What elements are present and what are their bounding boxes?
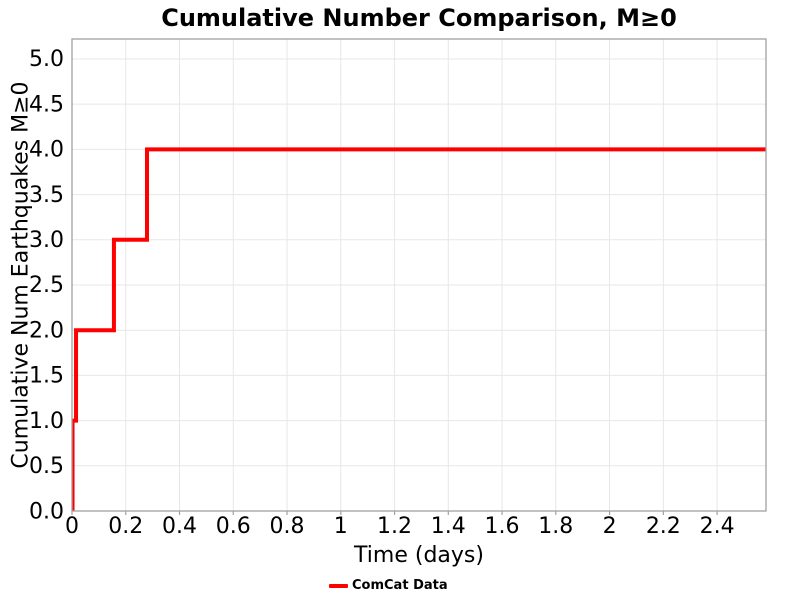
y-tick-label: 5.0 <box>29 47 64 72</box>
y-tick-label: 2.0 <box>29 318 64 343</box>
x-tick-label: 0.4 <box>162 514 197 539</box>
y-tick-label: 4.5 <box>29 92 64 117</box>
y-tick-label: 2.5 <box>29 273 64 298</box>
chart-title: Cumulative Number Comparison, M≥0 <box>161 4 677 32</box>
x-tick-label: 0.6 <box>216 514 251 539</box>
x-tick-label: 1.2 <box>377 514 412 539</box>
legend-label: ComCat Data <box>352 578 448 593</box>
x-tick-label: 0.8 <box>270 514 305 539</box>
x-tick-label: 2 <box>603 514 617 539</box>
x-tick-label: 1.8 <box>538 514 573 539</box>
x-tick-label: 1.4 <box>431 514 466 539</box>
x-tick-label: 0.2 <box>108 514 143 539</box>
y-tick-label: 4.0 <box>29 138 64 163</box>
y-tick-label: 1.5 <box>29 364 64 389</box>
plot-frame <box>71 38 767 512</box>
y-tick-label: 1.0 <box>29 409 64 434</box>
y-tick-label: 0.5 <box>29 454 64 479</box>
legend-line-swatch <box>329 583 348 588</box>
y-tick-label: 0.0 <box>29 499 64 524</box>
y-tick-label: 3.0 <box>29 228 64 253</box>
legend: ComCat Data <box>329 576 448 595</box>
x-axis-label: Time (days) <box>354 543 484 568</box>
x-tick-label: 2.4 <box>700 514 735 539</box>
x-tick-label: 1.6 <box>485 514 520 539</box>
x-tick-label: 0 <box>65 514 79 539</box>
x-tick-label: 2.2 <box>646 514 681 539</box>
x-tick-label: 1 <box>334 514 348 539</box>
y-tick-label: 3.5 <box>29 183 64 208</box>
